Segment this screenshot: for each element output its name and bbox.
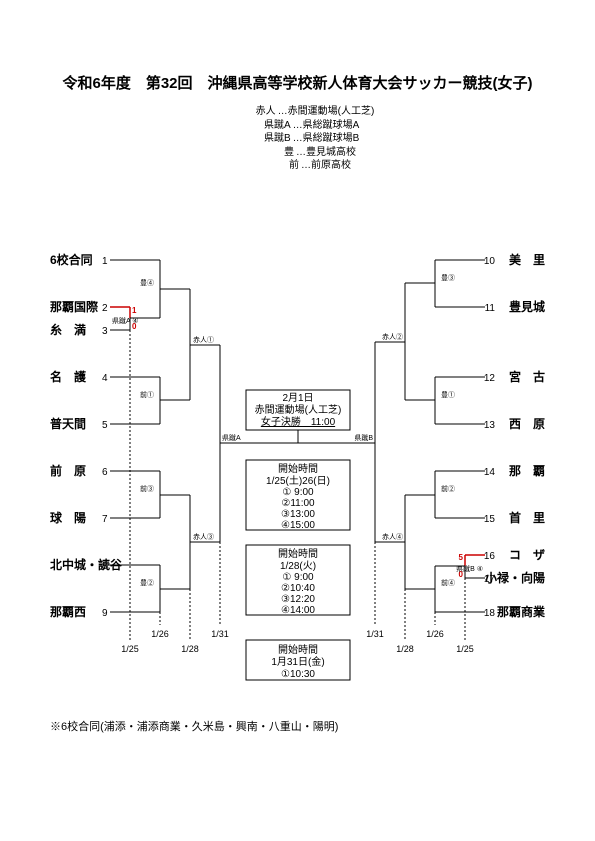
team-16: コ ザ — [509, 548, 545, 562]
team-4: 名 護 — [50, 369, 87, 384]
team-13: 西 原 — [509, 417, 545, 431]
team-7: 球 陽 — [50, 510, 86, 525]
svg-text:県蹴B: 県蹴B — [354, 433, 373, 442]
team-15: 首 里 — [509, 510, 545, 525]
svg-text:3: 3 — [102, 326, 108, 337]
svg-text:女子決勝 11:00: 女子決勝 11:00 — [261, 415, 336, 428]
svg-text:8: 8 — [102, 561, 108, 572]
svg-text:① 9:00: ① 9:00 — [282, 487, 314, 498]
svg-text:1/28: 1/28 — [181, 644, 199, 654]
svg-text:赤人①: 赤人① — [193, 336, 214, 344]
svg-text:開始時間: 開始時間 — [278, 547, 318, 560]
svg-text:前①: 前① — [140, 390, 154, 399]
svg-text:赤人②: 赤人② — [382, 333, 403, 341]
svg-text:赤人③: 赤人③ — [193, 533, 214, 541]
footnote: ※6校合同(浦添・浦添商業・久米島・興南・八重山・陽明) — [50, 719, 338, 733]
team-17: 小禄・向陽 — [485, 570, 545, 585]
svg-text:14: 14 — [484, 467, 496, 478]
svg-text:1: 1 — [102, 256, 108, 267]
team-12: 宮 古 — [509, 369, 545, 384]
svg-text:11: 11 — [485, 303, 496, 314]
svg-text:赤間運動場(人工芝): 赤間運動場(人工芝) — [255, 403, 342, 416]
team-3: 糸 満 — [50, 322, 86, 337]
svg-text:県蹴A: 県蹴A — [222, 433, 241, 442]
team-2: 那覇国際 — [50, 299, 99, 314]
svg-text:③13:00: ③13:00 — [281, 509, 315, 520]
svg-text:豊①: 豊① — [441, 390, 455, 399]
svg-text:6: 6 — [102, 467, 108, 478]
svg-text:9: 9 — [102, 608, 108, 619]
svg-text:前④: 前④ — [441, 578, 455, 587]
svg-text:5: 5 — [102, 420, 108, 431]
svg-text:赤人④: 赤人④ — [382, 533, 403, 541]
team-5: 普天間 — [50, 416, 86, 431]
team-6: 前 原 — [50, 463, 86, 478]
svg-text:1/26: 1/26 — [426, 629, 444, 639]
team-11: 豊見城 — [509, 299, 545, 314]
svg-text:1/25(土)26(日): 1/25(土)26(日) — [266, 474, 330, 487]
svg-text:④15:00: ④15:00 — [281, 520, 315, 531]
svg-text:15: 15 — [484, 514, 496, 525]
svg-text:①10:30: ①10:30 — [281, 669, 315, 680]
svg-text:県蹴B ④: 県蹴B ④ — [456, 564, 483, 573]
svg-text:2: 2 — [102, 303, 108, 314]
svg-text:1/31: 1/31 — [211, 629, 229, 639]
svg-text:1/25: 1/25 — [456, 644, 474, 654]
svg-text:開始時間: 開始時間 — [278, 643, 318, 656]
svg-text:1/28: 1/28 — [396, 644, 414, 654]
team-14: 那 覇 — [509, 464, 545, 478]
svg-text:① 9:00: ① 9:00 — [282, 572, 314, 583]
svg-text:2月1日: 2月1日 — [282, 392, 313, 404]
team-10: 美 里 — [509, 252, 545, 267]
svg-text:12: 12 — [484, 373, 496, 384]
team-18: 那覇商業 — [497, 604, 546, 619]
svg-text:18: 18 — [484, 608, 496, 619]
svg-text:5: 5 — [459, 553, 464, 562]
svg-text:前③: 前③ — [140, 484, 154, 493]
svg-text:4: 4 — [102, 373, 108, 384]
team-1: 6校合同 — [50, 252, 93, 267]
svg-text:10: 10 — [484, 256, 496, 267]
svg-text:開始時間: 開始時間 — [278, 462, 318, 475]
svg-text:1/28(火): 1/28(火) — [280, 560, 316, 572]
bracket-svg: 6校合同1 那覇国際2 糸 満3 名 護4 普天間5 前 原6 球 陽7 北中城… — [0, 0, 595, 841]
svg-text:16: 16 — [484, 551, 496, 562]
svg-text:1/31: 1/31 — [366, 629, 384, 639]
svg-text:1/26: 1/26 — [151, 629, 169, 639]
svg-text:13: 13 — [484, 420, 496, 431]
svg-text:豊②: 豊② — [140, 578, 154, 587]
svg-text:④14:00: ④14:00 — [281, 605, 315, 616]
svg-text:②10:40: ②10:40 — [281, 583, 315, 594]
svg-text:7: 7 — [102, 514, 108, 525]
svg-text:県蹴A ④: 県蹴A ④ — [112, 316, 139, 325]
svg-text:1: 1 — [132, 306, 137, 315]
svg-text:豊③: 豊③ — [441, 273, 455, 282]
svg-text:豊④: 豊④ — [140, 278, 154, 287]
svg-text:1/25: 1/25 — [121, 644, 139, 654]
svg-text:前②: 前② — [441, 484, 455, 493]
team-9: 那覇西 — [50, 605, 86, 619]
svg-text:1月31日(金): 1月31日(金) — [271, 655, 324, 668]
svg-text:③12:20: ③12:20 — [281, 594, 315, 605]
svg-text:②11:00: ②11:00 — [281, 498, 315, 509]
